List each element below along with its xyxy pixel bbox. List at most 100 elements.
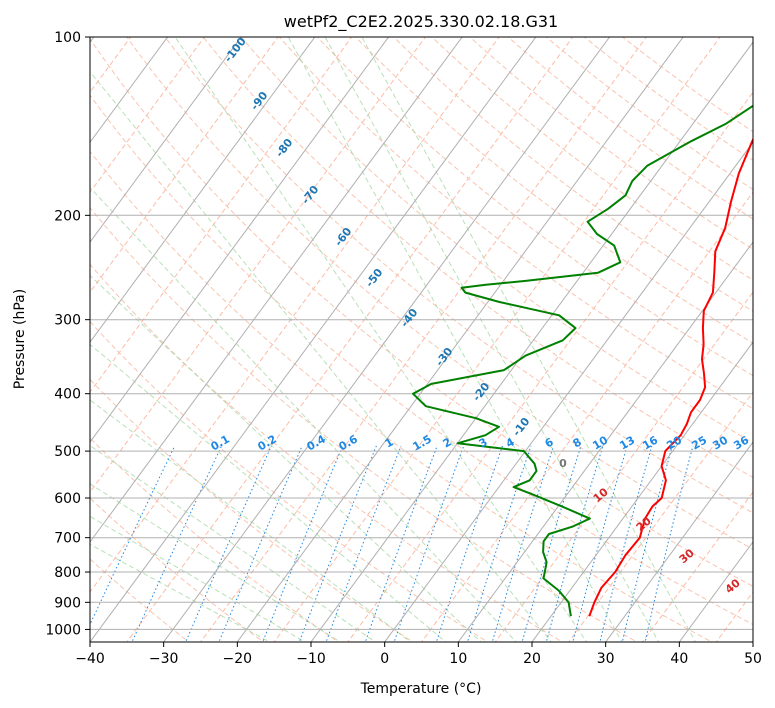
x-tick-label: −40 bbox=[75, 651, 105, 667]
dry-adiabat-line bbox=[199, 37, 648, 642]
isotherm-line bbox=[236, 37, 684, 642]
isotherm-line bbox=[752, 641, 753, 642]
y-tick-label: 200 bbox=[54, 208, 81, 224]
mixing-ratio-line bbox=[521, 445, 582, 642]
dry-adiabat-line bbox=[641, 491, 753, 642]
x-tick-label: −10 bbox=[296, 651, 326, 667]
dry-adiabat-line bbox=[494, 291, 753, 642]
plot-frame bbox=[89, 36, 754, 643]
mixing-ratio-label: 16 bbox=[640, 433, 660, 452]
dry-adiabat-label: -100 bbox=[222, 35, 249, 65]
mixing-ratio-label: 0.1 bbox=[209, 432, 232, 453]
dry-adiabat-line bbox=[90, 37, 500, 593]
x-tick-label: 30 bbox=[597, 651, 615, 667]
mixing-ratio-line bbox=[393, 445, 465, 642]
mixing-ratio-line bbox=[435, 445, 503, 642]
background-lines bbox=[0, 24, 753, 645]
x-tick-label: −30 bbox=[149, 651, 179, 667]
x-tick-label: 40 bbox=[670, 651, 688, 667]
x-tick-label: 50 bbox=[744, 651, 762, 667]
mixing-ratio-line bbox=[621, 445, 673, 642]
mixing-ratio-label: 10 bbox=[590, 433, 610, 452]
y-tick-label: 900 bbox=[54, 595, 81, 611]
dry-adiabat-curve bbox=[240, 37, 753, 444]
dewpoint-line bbox=[412, 104, 753, 617]
dry-adiabat-curve bbox=[90, 150, 713, 642]
mixing-ratio-line bbox=[599, 445, 653, 642]
isotherm-line bbox=[531, 341, 753, 642]
dry-adiabat-label: -90 bbox=[248, 89, 271, 113]
x-tick-label: 20 bbox=[523, 651, 541, 667]
dry-adiabat-label: -40 bbox=[398, 306, 421, 330]
mixing-ratio-line bbox=[298, 445, 377, 642]
chart-title: wetPf2_C2E2.2025.330.02.18.G31 bbox=[284, 12, 558, 32]
mixing-ratio-line bbox=[545, 445, 604, 642]
moist-adiabat-line bbox=[361, 37, 697, 642]
mixing-ratio-line bbox=[131, 445, 222, 642]
moist-adiabat-line bbox=[90, 515, 306, 642]
dry-adiabat-curve bbox=[316, 37, 753, 377]
y-tick-label: 100 bbox=[54, 30, 81, 46]
x-tick-label: 0 bbox=[380, 651, 389, 667]
dry-adiabat-line bbox=[90, 37, 353, 393]
moist-adiabat-line bbox=[90, 186, 517, 642]
dry-adiabat-curve bbox=[90, 38, 753, 587]
series-layer bbox=[412, 104, 753, 617]
dry-adiabat-line bbox=[273, 37, 721, 642]
y-tick-label: 1000 bbox=[45, 622, 81, 638]
dry-adiabat-line bbox=[0, 24, 67, 645]
dry-adiabat-line bbox=[90, 37, 427, 493]
isotherm-label: 30 bbox=[677, 546, 697, 566]
dry-adiabat-label: -60 bbox=[332, 225, 355, 249]
dry-adiabat-curve bbox=[507, 37, 753, 220]
mixing-ratio-label: 2 bbox=[441, 435, 454, 450]
moist-adiabat-label: 0 bbox=[559, 457, 567, 470]
dry-adiabat-curve bbox=[354, 37, 753, 344]
isotherm-line bbox=[90, 37, 316, 343]
dry-adiabat-curve bbox=[164, 37, 753, 514]
isotherm-line bbox=[90, 37, 463, 543]
y-tick-label: 400 bbox=[54, 387, 81, 403]
x-axis-title: Temperature (°C) bbox=[360, 681, 482, 697]
temperature-line bbox=[588, 137, 753, 617]
mixing-ratio-label: 30 bbox=[710, 433, 730, 452]
dry-adiabat-curve bbox=[202, 37, 753, 479]
dry-adiabat-curve bbox=[90, 320, 489, 642]
dry-adiabat-label: -10 bbox=[510, 415, 533, 439]
isotherm-line bbox=[163, 37, 611, 642]
dry-adiabat-line bbox=[347, 91, 753, 642]
mixing-ratio-label: 3 bbox=[477, 435, 490, 450]
y-tick-label: 500 bbox=[54, 444, 81, 460]
grid-lines bbox=[90, 37, 753, 642]
isotherm-line bbox=[384, 141, 753, 642]
mixing-ratio-line bbox=[262, 445, 344, 642]
mixing-ratio-line bbox=[218, 445, 303, 642]
mixing-ratio-label: 36 bbox=[731, 433, 751, 452]
dry-adiabat-label: -50 bbox=[363, 266, 386, 290]
moist-adiabat-line bbox=[90, 543, 271, 642]
dry-adiabat-line bbox=[126, 37, 574, 642]
y-tick-label: 700 bbox=[54, 531, 81, 547]
dry-adiabat-label: -30 bbox=[433, 345, 456, 369]
moist-adiabat-line bbox=[90, 399, 412, 642]
isotherm-line bbox=[310, 41, 753, 642]
mixing-ratio-line bbox=[466, 445, 532, 642]
axes: −40 −30 −20 −10 0 10 20 30 40 5010020030040050060… bbox=[45, 30, 762, 667]
moist-adiabat-line bbox=[90, 483, 342, 642]
mixing-ratio-line bbox=[364, 445, 438, 642]
moist-adiabat-line bbox=[90, 274, 482, 642]
mixing-ratio-line bbox=[90, 445, 176, 626]
y-axis-title: Pressure (hPa) bbox=[12, 289, 28, 389]
x-tick-label: 10 bbox=[449, 651, 467, 667]
mixing-ratio-label: 0.6 bbox=[337, 432, 361, 453]
dry-adiabat-curve bbox=[90, 94, 753, 626]
isotherm-line bbox=[90, 37, 169, 144]
mixing-ratio-label: 13 bbox=[617, 434, 637, 453]
moist-adiabat-line bbox=[90, 70, 553, 642]
y-tick-label: 600 bbox=[54, 491, 81, 507]
isotherm-line bbox=[457, 241, 753, 642]
mixing-ratio-label: 0.2 bbox=[256, 432, 279, 453]
isotherm-line bbox=[605, 441, 753, 642]
